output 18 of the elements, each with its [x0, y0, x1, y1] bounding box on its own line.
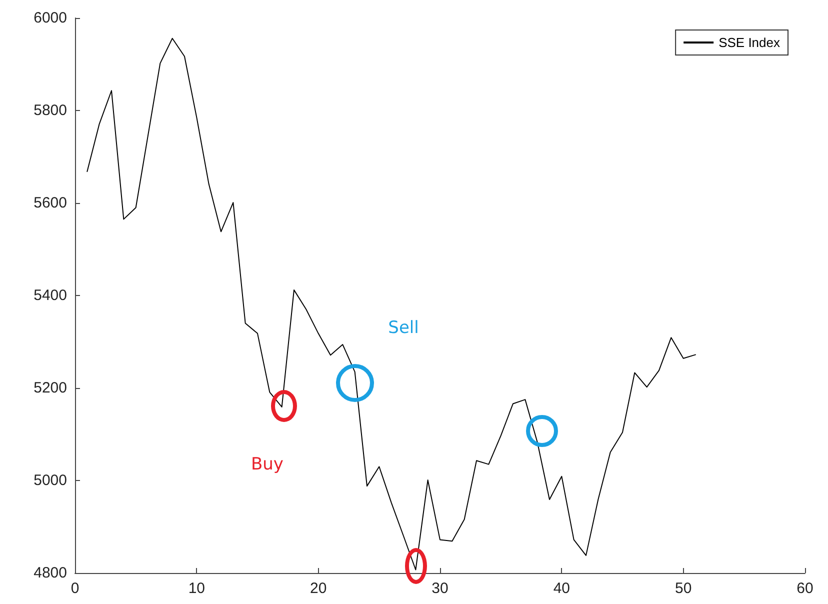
x-tick-label: 0 [70, 580, 80, 597]
annotation: Sell [388, 318, 419, 338]
y-tick-label: 5200 [34, 380, 67, 396]
x-tick-label: 60 [796, 580, 814, 597]
y-tick-label: 5800 [34, 102, 67, 119]
y-tick-label: 5400 [34, 287, 67, 304]
x-tick-label: 10 [188, 580, 206, 597]
y-tick-label: 5000 [34, 472, 67, 489]
y-tick-label: 4800 [34, 564, 67, 582]
y-tick-label: 5600 [34, 194, 67, 212]
x-tick-label: 40 [553, 580, 570, 597]
y-tick-label: 6000 [34, 10, 67, 26]
x-tick-label: 50 [674, 580, 692, 597]
annotation: Buy [250, 454, 284, 474]
line-series [86, 38, 696, 570]
x-tick-label: 30 [432, 580, 448, 597]
x-tick-label: 20 [310, 580, 327, 597]
legend-label: SSE Index [718, 35, 780, 50]
